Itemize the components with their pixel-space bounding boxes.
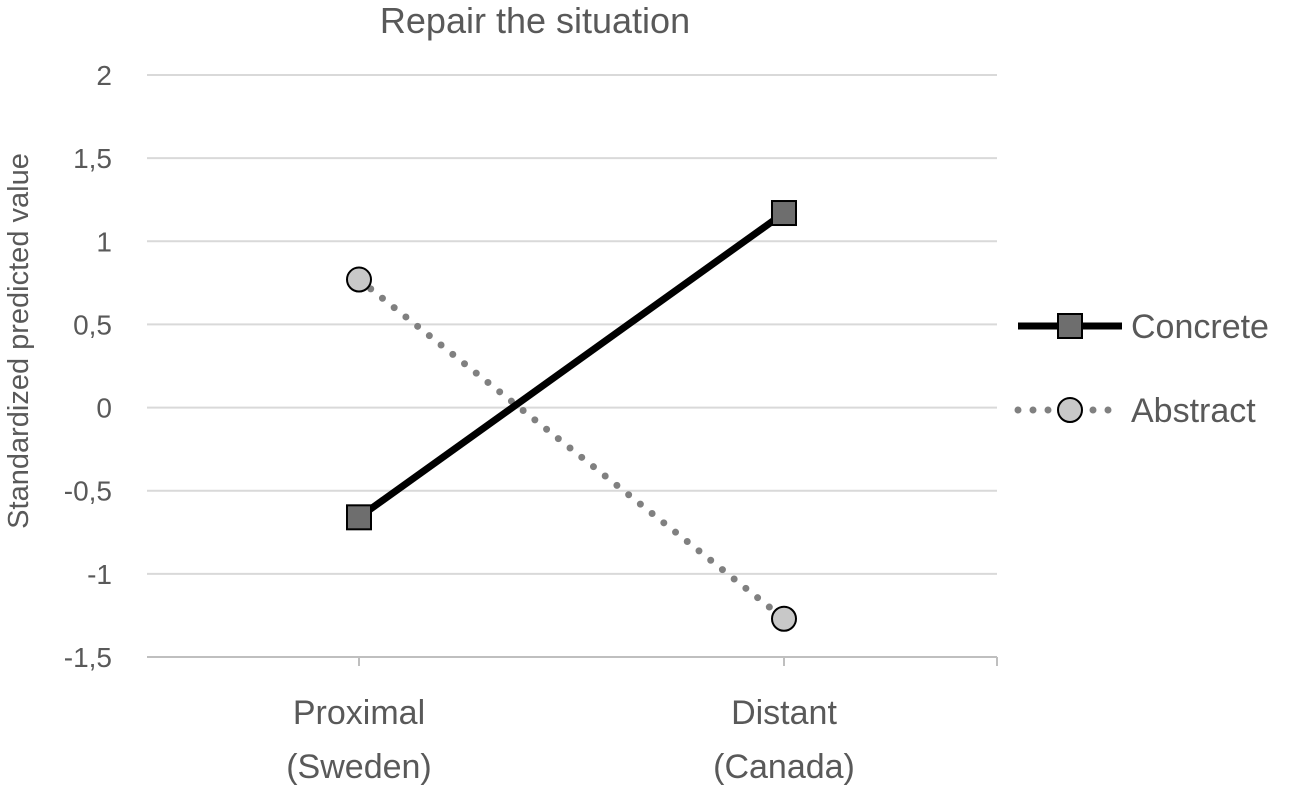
legend-item-abstract: Abstract (1014, 392, 1256, 430)
data-point (771, 200, 797, 227)
grid-lines (147, 74, 997, 658)
y-tick-label: 0 (96, 393, 112, 424)
legend-marker (1057, 397, 1083, 423)
x-tick-label: Proximal (Sweden) (286, 694, 432, 786)
chart-title: Repair the situation (380, 0, 690, 41)
data-point (346, 266, 372, 293)
series-concrete (346, 200, 797, 531)
legend-marker (1057, 313, 1083, 339)
series-abstract (346, 266, 797, 632)
legend-item-concrete: Concrete (1018, 308, 1269, 346)
y-tick-label: 1,5 (73, 143, 112, 174)
y-tick-label: -1 (87, 559, 112, 590)
y-tick-label: 1 (96, 226, 112, 257)
data-point (346, 504, 372, 531)
y-tick-label: 0,5 (73, 309, 112, 340)
y-tick-label: 2 (96, 60, 112, 91)
series-line (356, 210, 787, 521)
x-tick-label: Distant (Canada) (713, 694, 855, 786)
series-layer (346, 200, 797, 632)
legend: Concrete Abstract (1014, 308, 1269, 430)
series-line (355, 276, 788, 623)
data-point (771, 605, 797, 632)
y-axis-ticks: -1,5 -1 -0,5 0 0,5 1 1,5 2 (64, 60, 112, 673)
x-axis: Proximal (Sweden) Distant (Canada) (286, 657, 998, 786)
legend-label: Abstract (1131, 392, 1256, 430)
y-tick-label: -1,5 (64, 642, 112, 673)
y-axis-label: Standardized predicted value (3, 153, 35, 529)
legend-label: Concrete (1131, 308, 1269, 346)
y-tick-label: -0,5 (64, 476, 112, 507)
